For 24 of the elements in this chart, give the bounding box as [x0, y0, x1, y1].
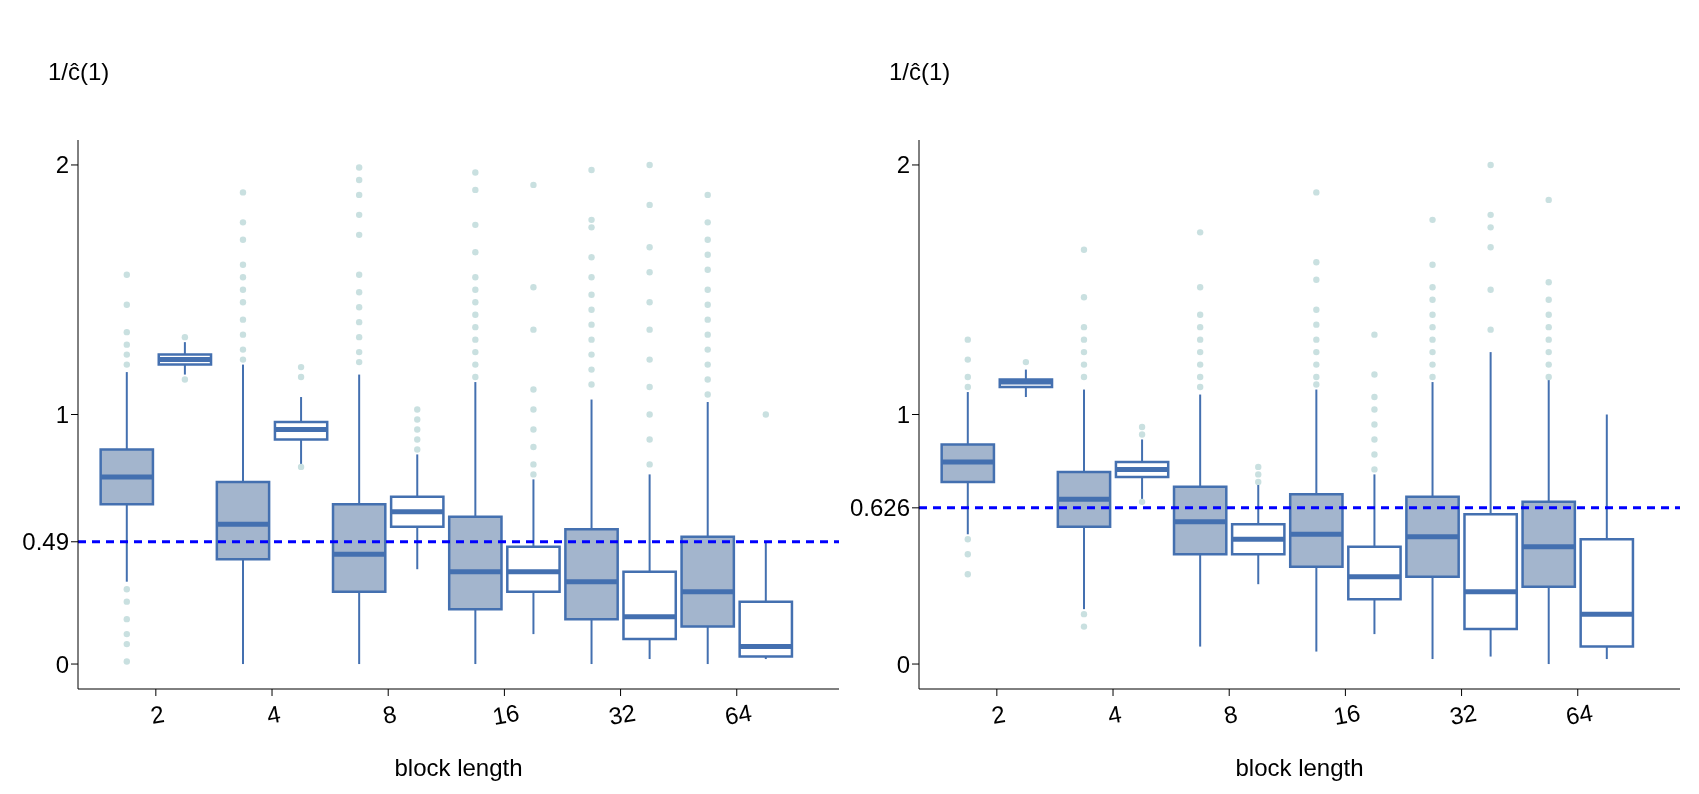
x-tick-label: 4 — [1105, 699, 1124, 729]
x-axis-title: block length — [394, 754, 523, 781]
x-tick-label: 8 — [1221, 699, 1240, 729]
x-tick-label: 2 — [148, 699, 167, 729]
y-tick-label: 0 — [896, 650, 910, 678]
x-tick-label: 32 — [1447, 698, 1479, 731]
y-tick-label: 1 — [896, 401, 910, 429]
y-axis-title: 1/ĉ(1) — [48, 58, 110, 86]
y-tick-label: 2 — [55, 151, 69, 179]
y-tick-label: 2 — [896, 151, 910, 179]
x-tick-label: 4 — [264, 699, 283, 729]
x-tick-label: 8 — [380, 699, 399, 729]
y-tick-label: 0.49 — [22, 528, 69, 556]
y-tick-label: 1 — [55, 401, 69, 429]
x-tick-label: 2 — [989, 699, 1008, 729]
x-tick-label: 64 — [722, 698, 754, 731]
x-tick-label: 32 — [606, 698, 638, 731]
y-tick-label: 0 — [55, 650, 69, 678]
x-tick-label: 64 — [1563, 698, 1595, 731]
x-tick-label: 16 — [1331, 698, 1363, 731]
x-tick-label: 16 — [490, 698, 522, 731]
y-axis-title: 1/ĉ(1) — [889, 58, 951, 86]
y-tick-label: 0.626 — [849, 494, 910, 522]
x-axis-title: block length — [1235, 754, 1364, 781]
